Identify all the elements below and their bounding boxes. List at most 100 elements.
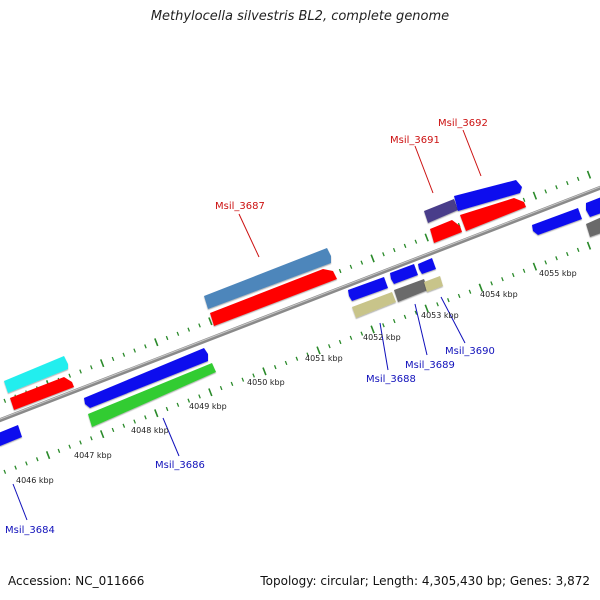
tick-mark xyxy=(316,346,321,355)
tick-mark xyxy=(198,394,201,399)
tick-mark xyxy=(338,268,342,274)
scale-label-4049: 4049 kbp xyxy=(189,402,227,411)
tick-mark xyxy=(370,325,375,334)
tick-mark xyxy=(111,356,115,362)
tick-mark xyxy=(187,327,191,332)
tick-mark xyxy=(79,440,82,445)
tick-mark xyxy=(144,415,147,420)
tick-mark xyxy=(424,304,429,313)
feature-msil-3686-outer[interactable] xyxy=(88,363,216,427)
tick-mark xyxy=(586,241,592,250)
feature-unlabeled-gray-far-right[interactable] xyxy=(586,216,600,237)
tick-mark xyxy=(133,419,136,424)
tick-mark xyxy=(252,373,255,378)
feature-msil-3691-inner[interactable] xyxy=(430,220,462,243)
tick-mark xyxy=(133,348,136,353)
tick-mark xyxy=(544,189,548,194)
tick-mark xyxy=(3,469,7,474)
scale-label-4046: 4046 kbp xyxy=(16,476,54,485)
tick-mark xyxy=(478,283,483,292)
feature-msil-3687-inner[interactable] xyxy=(210,269,337,326)
tick-mark xyxy=(68,373,72,378)
gene-label-msil-3687[interactable]: Msil_3687 xyxy=(215,201,265,212)
tick-mark xyxy=(544,260,548,265)
tick-mark xyxy=(45,451,51,460)
tick-mark xyxy=(447,298,450,303)
tick-mark xyxy=(35,457,39,462)
tick-mark xyxy=(99,359,105,368)
feature-msil-3688-outer[interactable] xyxy=(352,292,396,318)
tick-mark xyxy=(392,247,396,253)
tick-mark xyxy=(262,367,267,376)
tick-mark xyxy=(111,427,115,433)
feature-msil-3690-inner[interactable] xyxy=(418,258,436,274)
scale-label-4047: 4047 kbp xyxy=(74,451,112,460)
tick-mark xyxy=(144,344,147,349)
tick-mark xyxy=(555,185,558,190)
tick-mark xyxy=(586,170,592,179)
feature-msil-3692-inner[interactable] xyxy=(460,198,526,231)
tick-mark xyxy=(295,356,299,361)
tick-mark xyxy=(25,461,28,466)
tick-mark xyxy=(122,423,126,428)
scale-label-4052: 4052 kbp xyxy=(363,333,401,342)
tick-mark xyxy=(566,251,569,257)
genome-summary-text: Topology: circular; Length: 4,305,430 bp… xyxy=(260,574,590,588)
tick-mark xyxy=(68,444,72,449)
gene-label-msil-3692[interactable]: Msil_3692 xyxy=(438,118,488,129)
tick-mark xyxy=(576,247,580,252)
tick-mark xyxy=(208,317,213,326)
gene-label-msil-3690[interactable]: Msil_3690 xyxy=(445,346,495,357)
tick-mark xyxy=(349,264,353,269)
tick-mark xyxy=(122,352,126,357)
gene-label-msil-3686[interactable]: Msil_3686 xyxy=(155,460,205,471)
tick-mark xyxy=(79,369,82,374)
feature-msil-3692-outer[interactable] xyxy=(454,180,522,211)
tick-mark xyxy=(328,344,331,349)
genome-map: 4046 kbp 4047 kbp 4048 kbp 4049 kbp 4050… xyxy=(0,118,600,536)
leader-msil-3691 xyxy=(414,145,434,194)
tick-mark xyxy=(3,398,7,403)
leader-msil-3688 xyxy=(379,322,389,371)
tick-mark xyxy=(522,197,526,202)
feature-unlabeled-blue-far-right[interactable] xyxy=(586,196,600,217)
scale-label-4054: 4054 kbp xyxy=(480,290,518,299)
tick-mark xyxy=(230,381,234,386)
tick-mark xyxy=(154,338,159,347)
genome-backbone-highlight xyxy=(0,186,600,420)
tick-mark xyxy=(176,331,180,336)
tick-mark xyxy=(187,398,191,403)
forward-strand-features xyxy=(4,180,526,410)
feature-msil-3691-outer[interactable] xyxy=(424,199,458,223)
leader-msil-3687 xyxy=(238,213,260,258)
tick-mark xyxy=(576,176,580,181)
leader-msil-3692 xyxy=(462,129,482,177)
feature-unlabeled-blue-right[interactable] xyxy=(532,208,582,235)
gene-label-msil-3691[interactable]: Msil_3691 xyxy=(390,135,440,146)
feature-msil-3684-inner[interactable] xyxy=(0,425,22,446)
tick-mark xyxy=(14,465,17,470)
tick-mark xyxy=(522,268,526,273)
feature-msil-3689-inner[interactable] xyxy=(390,264,418,284)
scale-label-4051: 4051 kbp xyxy=(305,354,343,363)
tick-mark xyxy=(532,191,538,200)
gene-label-msil-3688[interactable]: Msil_3688 xyxy=(366,374,416,385)
leader-msil-3689 xyxy=(414,303,428,356)
tick-mark xyxy=(306,352,310,357)
scale-labels: 4046 kbp 4047 kbp 4048 kbp 4049 kbp 4050… xyxy=(16,269,577,485)
gene-label-msil-3689[interactable]: Msil_3689 xyxy=(405,360,455,371)
tick-mark xyxy=(436,302,439,307)
feature-unlabeled-cyan-outer[interactable] xyxy=(4,356,68,393)
feature-unlabeled-red-inner[interactable] xyxy=(10,377,74,410)
feature-msil-3688-inner[interactable] xyxy=(348,277,388,301)
gene-label-msil-3684[interactable]: Msil_3684 xyxy=(5,525,55,536)
tick-mark xyxy=(457,293,461,299)
label-leader-lines xyxy=(12,129,482,521)
tick-marks-inner xyxy=(3,241,592,474)
feature-msil-3687-outer[interactable] xyxy=(204,248,331,309)
feature-msil-3689-outer[interactable] xyxy=(394,279,428,302)
feature-msil-3686-inner[interactable] xyxy=(84,348,208,408)
feature-msil-3690-outer[interactable] xyxy=(424,276,443,292)
scale-label-4053: 4053 kbp xyxy=(421,311,459,320)
tick-mark xyxy=(392,318,396,324)
